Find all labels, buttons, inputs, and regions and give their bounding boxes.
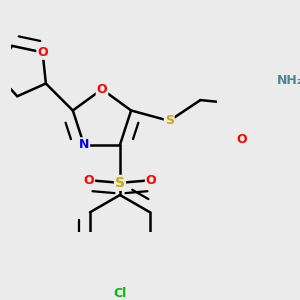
Text: O: O xyxy=(83,174,94,187)
Text: NH₂: NH₂ xyxy=(277,74,300,87)
Text: O: O xyxy=(146,174,157,187)
Text: S: S xyxy=(165,114,174,128)
Text: Cl: Cl xyxy=(113,287,127,300)
Text: O: O xyxy=(37,46,48,59)
Text: O: O xyxy=(237,133,247,146)
Text: N: N xyxy=(79,138,89,151)
Text: O: O xyxy=(97,83,107,96)
Text: S: S xyxy=(115,176,125,190)
